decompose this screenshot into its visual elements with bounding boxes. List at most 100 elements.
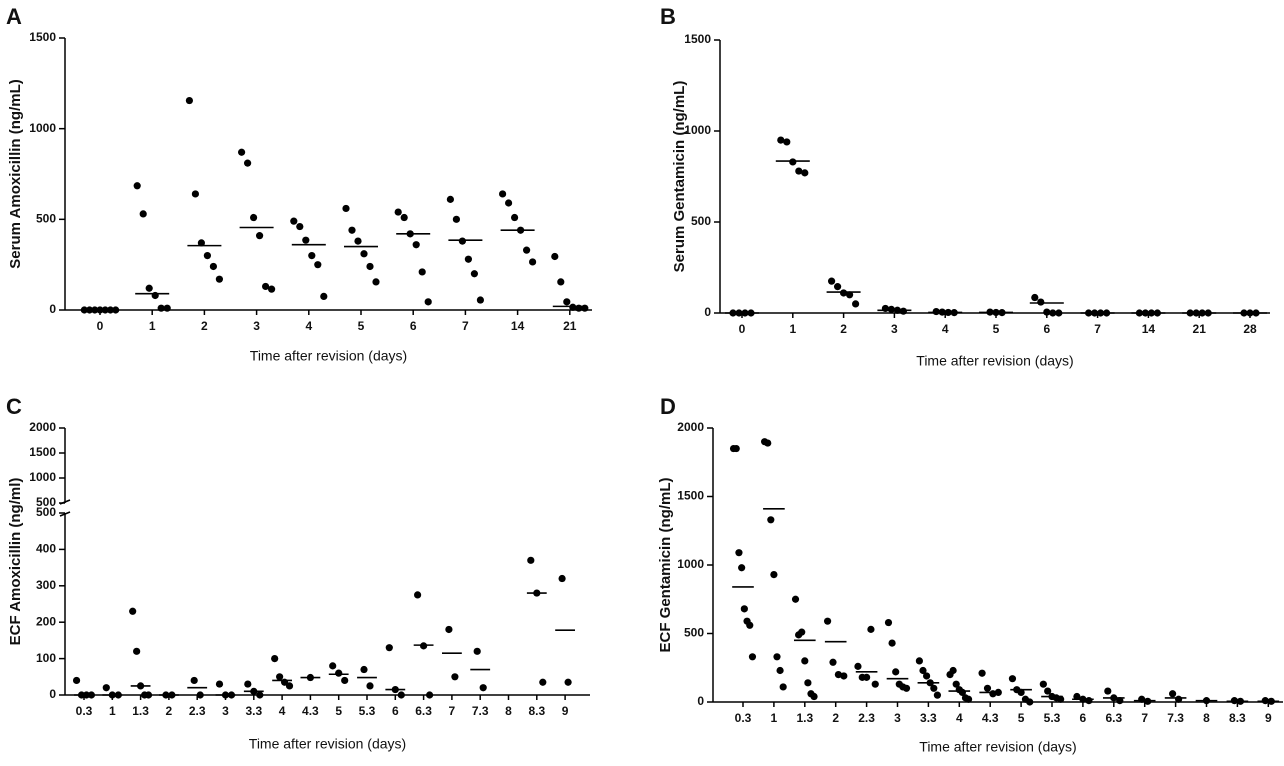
x-axis-label: Time after revision (days) [916, 353, 1073, 369]
data-point [846, 291, 854, 299]
x-tick-label: 8 [1203, 711, 1210, 725]
x-tick-label: 5 [335, 704, 342, 718]
data-point [285, 682, 294, 690]
y-tick-label: 2000 [29, 420, 56, 434]
data-point [840, 672, 848, 680]
data-point [863, 673, 871, 681]
data-point [348, 226, 356, 234]
data-point [776, 666, 784, 675]
y-tick-label: 500 [691, 214, 711, 228]
data-point [563, 298, 571, 306]
x-tick-label: 3 [894, 711, 901, 725]
y-axis-label: ECF Gentamicin (ng/mL) [657, 477, 674, 652]
data-point [302, 236, 310, 244]
data-point [1039, 680, 1047, 688]
y-tick-label: 1000 [29, 121, 56, 135]
x-tick-label: 2.3 [858, 711, 875, 725]
data-point [256, 232, 264, 240]
data-point [394, 208, 402, 216]
y-tick-label: 1500 [29, 30, 56, 44]
panel-label: B [660, 4, 676, 29]
y-tick-label: 200 [36, 614, 56, 628]
data-point [314, 261, 322, 269]
data-point [564, 678, 572, 686]
data-point [446, 195, 454, 203]
data-point [773, 653, 781, 661]
x-tick-label: 5 [993, 322, 1000, 336]
data-point [366, 262, 374, 271]
data-point [867, 625, 875, 633]
x-tick-label: 6 [1043, 322, 1050, 336]
data-point [789, 158, 797, 166]
data-point [190, 676, 198, 685]
y-tick-label: 0 [697, 694, 704, 708]
x-tick-label: 7.3 [472, 704, 489, 718]
x-tick-label: 4 [942, 322, 949, 336]
data-point [777, 136, 785, 144]
data-point [451, 673, 459, 681]
data-point [801, 169, 809, 177]
data-point [1116, 697, 1124, 705]
x-tick-label: 14 [511, 319, 525, 333]
data-point [133, 647, 141, 655]
data-point [854, 662, 862, 670]
data-point [133, 182, 141, 190]
data-point [828, 277, 836, 285]
data-point [1031, 293, 1039, 302]
data-point [157, 304, 165, 312]
x-tick-label: 8.3 [1229, 711, 1246, 725]
x-axis-label: Time after revision (days) [919, 739, 1076, 755]
data-point [244, 159, 252, 167]
data-point [804, 679, 812, 687]
data-point [1057, 695, 1065, 703]
data-point [197, 239, 205, 247]
data-point [1104, 687, 1112, 695]
data-point [539, 678, 547, 686]
data-point [933, 691, 942, 699]
y-tick-label: 400 [36, 542, 56, 556]
data-point [932, 307, 940, 316]
data-point [320, 292, 328, 300]
data-point [445, 625, 453, 634]
data-point [569, 303, 577, 311]
data-point [271, 655, 279, 663]
data-point [250, 213, 258, 222]
data-point [426, 691, 434, 699]
data-point [834, 671, 843, 679]
data-point [308, 252, 316, 260]
data-point [296, 222, 304, 231]
data-point [1073, 692, 1081, 701]
x-tick-label: 0 [97, 319, 104, 333]
data-point [767, 516, 775, 524]
data-point [354, 237, 362, 245]
data-point [871, 680, 879, 688]
y-axis-label: Serum Amoxicillin (ng/mL) [7, 79, 24, 268]
data-point [795, 167, 803, 175]
data-point [852, 300, 860, 308]
y-tick-label: 100 [36, 651, 56, 665]
data-point [1055, 309, 1063, 317]
x-tick-label: 1.3 [796, 711, 813, 725]
x-tick-label: 3 [253, 319, 260, 333]
data-point [203, 252, 211, 260]
x-tick-label: 2.3 [189, 704, 206, 718]
x-tick-label: 2 [201, 319, 208, 333]
x-tick-label: 2 [840, 322, 847, 336]
data-point [470, 270, 478, 278]
data-point [372, 278, 380, 286]
data-point [823, 617, 832, 625]
data-point [840, 289, 848, 297]
x-tick-label: 3.3 [920, 711, 937, 725]
data-point [342, 204, 350, 213]
data-point [978, 669, 986, 677]
data-point [360, 250, 368, 258]
data-point [829, 658, 837, 666]
data-point [276, 673, 284, 681]
data-point [527, 556, 535, 564]
x-tick-label: 6 [1080, 711, 1087, 725]
data-point [1043, 308, 1051, 316]
data-point [930, 684, 938, 692]
x-tick-label: 6 [410, 319, 417, 333]
x-tick-label: 21 [1193, 322, 1207, 336]
data-point [1044, 687, 1052, 695]
